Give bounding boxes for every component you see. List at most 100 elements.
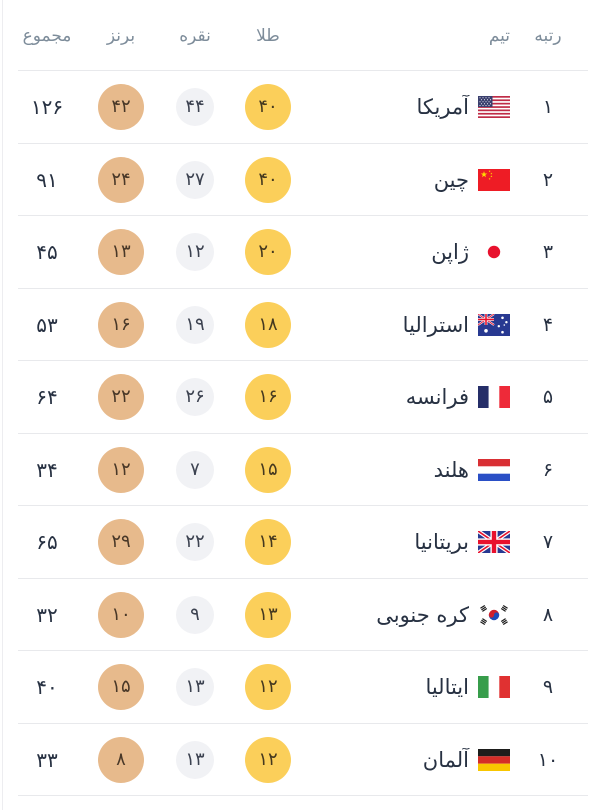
bronze-count: ۸ (98, 736, 144, 783)
kr-flag-icon (478, 603, 510, 626)
table-row[interactable]: ۷ بریتانیا ۱۴ ۲۲ ۲۹ ۶۵ (0, 506, 600, 579)
silver-cell: ۱۳ (160, 668, 230, 707)
rank-value: ۲ (542, 168, 554, 191)
silver-count: ۱۹ (176, 305, 214, 344)
bronze-cell: ۲۲ (82, 374, 160, 421)
team-name: بریتانیا (414, 530, 469, 555)
bronze-count: ۲۹ (98, 519, 144, 566)
gold-cell: ۱۳ (230, 591, 306, 638)
gold-cell: ۲۰ (230, 229, 306, 276)
total-count: ۵۳ (36, 312, 58, 337)
total-count: ۴۰ (36, 675, 58, 700)
silver-cell: ۹ (160, 595, 230, 634)
silver-cell: ۲۷ (160, 160, 230, 199)
nl-flag-icon (478, 458, 510, 481)
bronze-count: ۱۳ (98, 229, 144, 276)
table-row[interactable]: ۳ ژاپن ۲۰ ۱۲ ۱۳ ۴۵ (0, 216, 600, 289)
team-cell: آمریکا (306, 95, 516, 119)
table-row[interactable]: ۲ چین ۴۰ ۲۷ ۲۴ ۹۱ (0, 144, 600, 217)
gold-cell: ۱۴ (230, 519, 306, 566)
bronze-count: ۱۵ (98, 664, 144, 711)
rank-value: ۴ (542, 313, 554, 336)
gold-cell: ۴۰ (230, 84, 306, 131)
fr-flag-icon (478, 386, 510, 409)
team-cell: بریتانیا (306, 530, 516, 554)
bronze-cell: ۱۳ (82, 229, 160, 276)
silver-cell: ۲۶ (160, 378, 230, 417)
team-name: چین (433, 167, 469, 192)
table-row[interactable]: ۹ ایتالیا ۱۲ ۱۳ ۱۵ ۴۰ (0, 651, 600, 724)
rank-value: ۷ (542, 531, 554, 554)
gold-cell: ۱۲ (230, 736, 306, 783)
team-cell: ایتالیا (306, 675, 516, 699)
rank-value: ۵ (542, 386, 554, 409)
gold-count: ۱۴ (245, 519, 291, 566)
gold-count: ۴۰ (245, 156, 291, 203)
team-cell: استرالیا (306, 313, 516, 337)
total-count: ۳۲ (36, 602, 58, 627)
gold-count: ۲۰ (245, 229, 291, 276)
header-team: تیم (488, 25, 510, 46)
header-gold: طلا (256, 25, 280, 46)
gold-count: ۱۶ (245, 374, 291, 421)
bronze-cell: ۱۲ (82, 446, 160, 493)
gold-cell: ۱۸ (230, 301, 306, 348)
silver-count: ۴۴ (176, 88, 214, 127)
silver-count: ۱۲ (176, 233, 214, 272)
table-row[interactable]: ۵ فرانسه ۱۶ ۲۶ ۲۲ ۶۴ (0, 361, 600, 434)
bronze-count: ۲۴ (98, 156, 144, 203)
team-name: استرالیا (402, 312, 469, 337)
bronze-cell: ۱۰ (82, 591, 160, 638)
silver-count: ۲۶ (176, 378, 214, 417)
header-total: مجموع (22, 25, 72, 46)
gold-count: ۱۲ (245, 664, 291, 711)
rank-value: ۹ (542, 676, 554, 699)
silver-count: ۱۳ (176, 740, 214, 779)
silver-count: ۱۳ (176, 668, 214, 707)
bronze-count: ۱۶ (98, 301, 144, 348)
rank-value: ۸ (542, 603, 554, 626)
team-cell: ژاپن (306, 240, 516, 264)
team-name: آمریکا (416, 95, 469, 120)
table-row[interactable]: ۸ کره جنوبی ۱۳ ۹ ۱۰ ۳۲ (0, 579, 600, 652)
total-count: ۶۵ (36, 530, 58, 555)
bronze-cell: ۲۹ (82, 519, 160, 566)
header-silver: نقره (179, 25, 211, 46)
table-row[interactable]: ۴ استرالیا ۱۸ ۱۹ ۱۶ ۵۳ (0, 289, 600, 362)
total-count: ۳۴ (36, 457, 58, 482)
team-name: فرانسه (405, 385, 469, 410)
gold-count: ۱۳ (245, 591, 291, 638)
bronze-cell: ۱۶ (82, 301, 160, 348)
rank-value: ۱ (542, 96, 554, 119)
total-count: ۳۳ (36, 747, 58, 772)
team-name: آلمان (422, 747, 469, 772)
silver-count: ۲۲ (176, 523, 214, 562)
team-cell: کره جنوبی (306, 603, 516, 627)
header-bronze: برنز (106, 25, 136, 46)
de-flag-icon (478, 748, 510, 771)
rank-value: ۳ (542, 241, 554, 264)
table-header: رتبه تیم طلا نقره برنز مجموع (0, 0, 600, 71)
au-flag-icon (478, 313, 510, 336)
gold-count: ۴۰ (245, 84, 291, 131)
table-row[interactable]: ۱۰ آلمان ۱۲ ۱۳ ۸ ۳۳ (0, 724, 600, 797)
team-name: کره جنوبی (376, 602, 469, 627)
silver-cell: ۱۹ (160, 305, 230, 344)
gold-count: ۱۸ (245, 301, 291, 348)
table-row[interactable]: ۱ آمریکا ۴۰ ۴۴ ۴۲ ۱۲۶ (0, 71, 600, 144)
bronze-count: ۲۲ (98, 374, 144, 421)
us-flag-icon (478, 96, 510, 119)
rank-value: ۶ (542, 458, 554, 481)
silver-count: ۲۷ (176, 160, 214, 199)
table-row[interactable]: ۶ هلند ۱۵ ۷ ۱۲ ۳۴ (0, 434, 600, 507)
team-cell: هلند (306, 458, 516, 482)
silver-cell: ۱۲ (160, 233, 230, 272)
bronze-cell: ۸ (82, 736, 160, 783)
team-cell: چین (306, 168, 516, 192)
gold-cell: ۱۵ (230, 446, 306, 493)
silver-count: ۹ (176, 595, 214, 634)
team-name: هلند (433, 457, 469, 482)
total-count: ۹۱ (36, 167, 58, 192)
gold-count: ۱۵ (245, 446, 291, 493)
